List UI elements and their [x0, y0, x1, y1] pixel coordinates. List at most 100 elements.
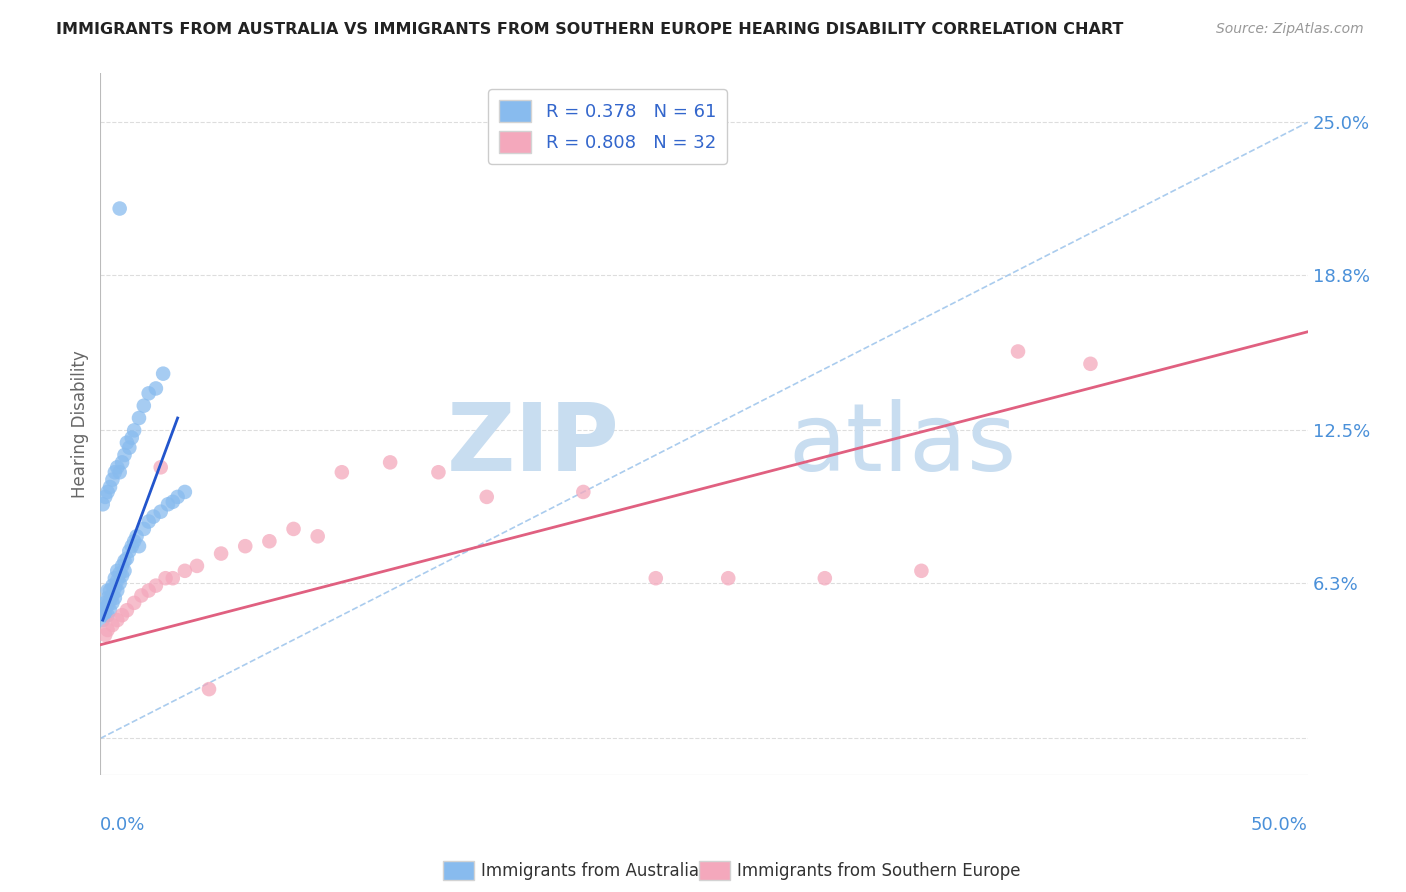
Point: [186, 558, 208, 573]
Point: [108, 566, 131, 581]
Point: [97, 485, 120, 500]
Point: [118, 441, 141, 455]
Point: [94, 608, 117, 623]
Point: [97, 591, 120, 605]
Point: [104, 571, 127, 585]
Point: [149, 505, 172, 519]
Point: [115, 603, 138, 617]
Text: 50.0%: 50.0%: [1251, 815, 1308, 834]
Text: Immigrants from Southern Europe: Immigrants from Southern Europe: [737, 862, 1021, 880]
Point: [94, 596, 117, 610]
Point: [114, 564, 136, 578]
Point: [97, 583, 120, 598]
Point: [132, 399, 155, 413]
Point: [138, 583, 160, 598]
Point: [166, 490, 188, 504]
Point: [1007, 344, 1029, 359]
Point: [98, 603, 121, 617]
Point: [101, 596, 124, 610]
Point: [115, 435, 138, 450]
Point: [97, 623, 120, 637]
Y-axis label: Hearing Disability: Hearing Disability: [72, 351, 89, 498]
Point: [105, 564, 128, 578]
Point: [114, 448, 136, 462]
Point: [155, 571, 177, 585]
Point: [105, 574, 128, 588]
Point: [115, 551, 138, 566]
Point: [101, 589, 124, 603]
Point: [111, 558, 134, 573]
Point: [105, 460, 128, 475]
Legend: R = 0.378   N = 61, R = 0.808   N = 32: R = 0.378 N = 61, R = 0.808 N = 32: [488, 89, 727, 164]
Point: [162, 495, 184, 509]
Point: [198, 682, 221, 697]
Point: [378, 455, 401, 469]
Point: [142, 509, 165, 524]
Point: [122, 534, 145, 549]
Text: 0.0%: 0.0%: [100, 815, 146, 834]
Point: [427, 465, 450, 479]
Text: ZIP: ZIP: [447, 400, 620, 491]
Point: [91, 497, 114, 511]
Point: [307, 529, 329, 543]
Text: Source: ZipAtlas.com: Source: ZipAtlas.com: [1216, 22, 1364, 37]
Point: [114, 554, 136, 568]
Point: [94, 600, 117, 615]
Point: [108, 465, 131, 479]
Text: Immigrants from Australia: Immigrants from Australia: [481, 862, 699, 880]
Point: [125, 529, 148, 543]
Point: [910, 564, 932, 578]
Point: [145, 381, 167, 395]
Point: [259, 534, 281, 549]
Point: [122, 423, 145, 437]
Point: [111, 455, 134, 469]
Point: [283, 522, 305, 536]
Point: [717, 571, 740, 585]
Point: [122, 596, 145, 610]
Point: [94, 628, 117, 642]
Point: [156, 497, 179, 511]
Point: [105, 613, 128, 627]
Point: [814, 571, 837, 585]
Point: [128, 411, 150, 425]
Point: [475, 490, 498, 504]
Point: [149, 460, 172, 475]
Point: [98, 583, 121, 598]
Point: [104, 591, 127, 605]
Point: [91, 613, 114, 627]
Point: [572, 485, 595, 500]
Point: [101, 473, 124, 487]
Point: [173, 485, 195, 500]
Point: [98, 480, 121, 494]
Point: [128, 539, 150, 553]
Point: [97, 608, 120, 623]
Point: [173, 564, 195, 578]
Point: [121, 431, 143, 445]
Text: atlas: atlas: [789, 400, 1017, 491]
Point: [101, 618, 124, 632]
Text: IMMIGRANTS FROM AUSTRALIA VS IMMIGRANTS FROM SOUTHERN EUROPE HEARING DISABILITY : IMMIGRANTS FROM AUSTRALIA VS IMMIGRANTS …: [56, 22, 1123, 37]
Point: [118, 544, 141, 558]
Point: [121, 539, 143, 553]
Point: [104, 581, 127, 595]
Point: [105, 583, 128, 598]
Point: [644, 571, 666, 585]
Point: [108, 202, 131, 216]
Point: [152, 367, 174, 381]
Point: [162, 571, 184, 585]
Point: [111, 568, 134, 582]
Point: [209, 547, 232, 561]
Point: [108, 576, 131, 591]
Point: [138, 515, 160, 529]
Point: [104, 465, 127, 479]
Point: [1080, 357, 1102, 371]
Point: [145, 579, 167, 593]
Point: [111, 608, 134, 623]
Point: [91, 603, 114, 617]
Point: [98, 593, 121, 607]
Point: [97, 599, 120, 613]
Point: [94, 490, 117, 504]
Point: [132, 522, 155, 536]
Point: [131, 589, 153, 603]
Point: [233, 539, 256, 553]
